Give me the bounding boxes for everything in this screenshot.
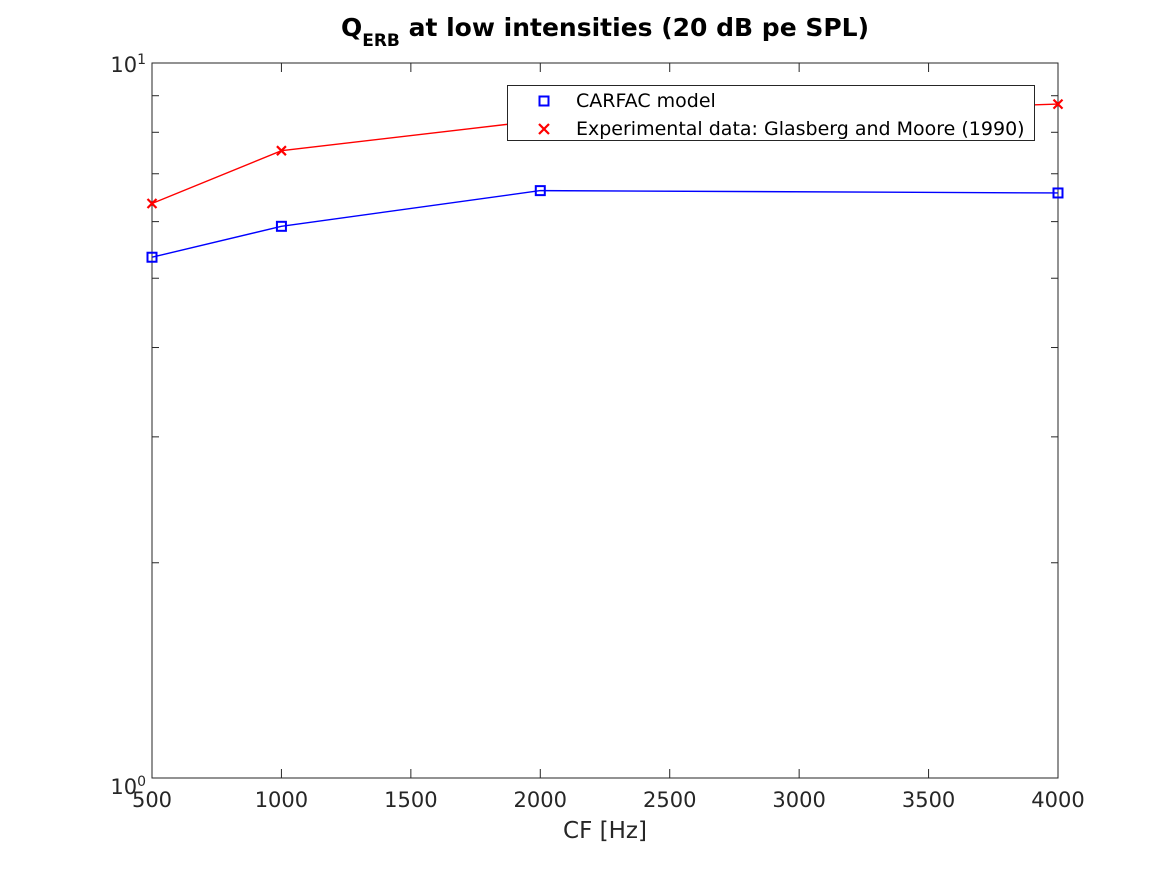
- legend-label-carfac: CARFAC model: [576, 89, 716, 112]
- series-1-x-marker: [276, 145, 287, 156]
- square-marker-icon: [538, 95, 550, 106]
- x-axis-label: CF [Hz]: [563, 818, 647, 844]
- y-tick-exponent: 0: [137, 774, 146, 790]
- x-tick-label: 2500: [643, 788, 696, 812]
- series-0-square-marker: [146, 251, 158, 263]
- series-0-square-marker: [534, 185, 546, 197]
- y-tick-label-10-0: 100: [80, 774, 146, 803]
- x-tick-label: 4000: [1031, 788, 1084, 812]
- series-0-square-marker: [1052, 187, 1064, 199]
- x-tick-label: 1000: [255, 788, 308, 812]
- chart-title-suffix: at low intensities (20 dB pe SPL): [399, 13, 870, 42]
- chart-title-prefix: Q: [340, 13, 363, 42]
- series-1-x-marker: [146, 198, 158, 209]
- x-tick-label: 3500: [902, 788, 955, 812]
- x-tick-label: 2000: [514, 788, 567, 812]
- legend-label-experimental: Experimental data: Glasberg and Moore (1…: [576, 117, 1025, 140]
- x-tick-label: 500: [132, 788, 172, 812]
- legend: CARFAC model Experimental data: Glasberg…: [507, 85, 1035, 141]
- plot-border: [151, 62, 1059, 779]
- legend-row-experimental: Experimental data: Glasberg and Moore (1…: [508, 115, 1034, 142]
- legend-row-carfac: CARFAC model: [508, 87, 1034, 114]
- x-marker-icon: [538, 122, 550, 135]
- y-tick-label-10-1: 101: [80, 52, 146, 81]
- y-tick-base: 10: [110, 53, 138, 77]
- x-tick-label: 3000: [772, 788, 825, 812]
- x-tick-label: 1500: [384, 788, 437, 812]
- series-0-square-marker: [275, 220, 287, 232]
- series-1-x-marker: [1052, 98, 1064, 110]
- chart-title-subscript: ERB: [362, 31, 400, 51]
- series-line-0: [151, 189, 1059, 258]
- y-tick-base: 10: [110, 775, 138, 799]
- chart-title: QERB at low intensities (20 dB pe SPL): [152, 12, 1058, 50]
- y-tick-exponent: 1: [137, 52, 146, 68]
